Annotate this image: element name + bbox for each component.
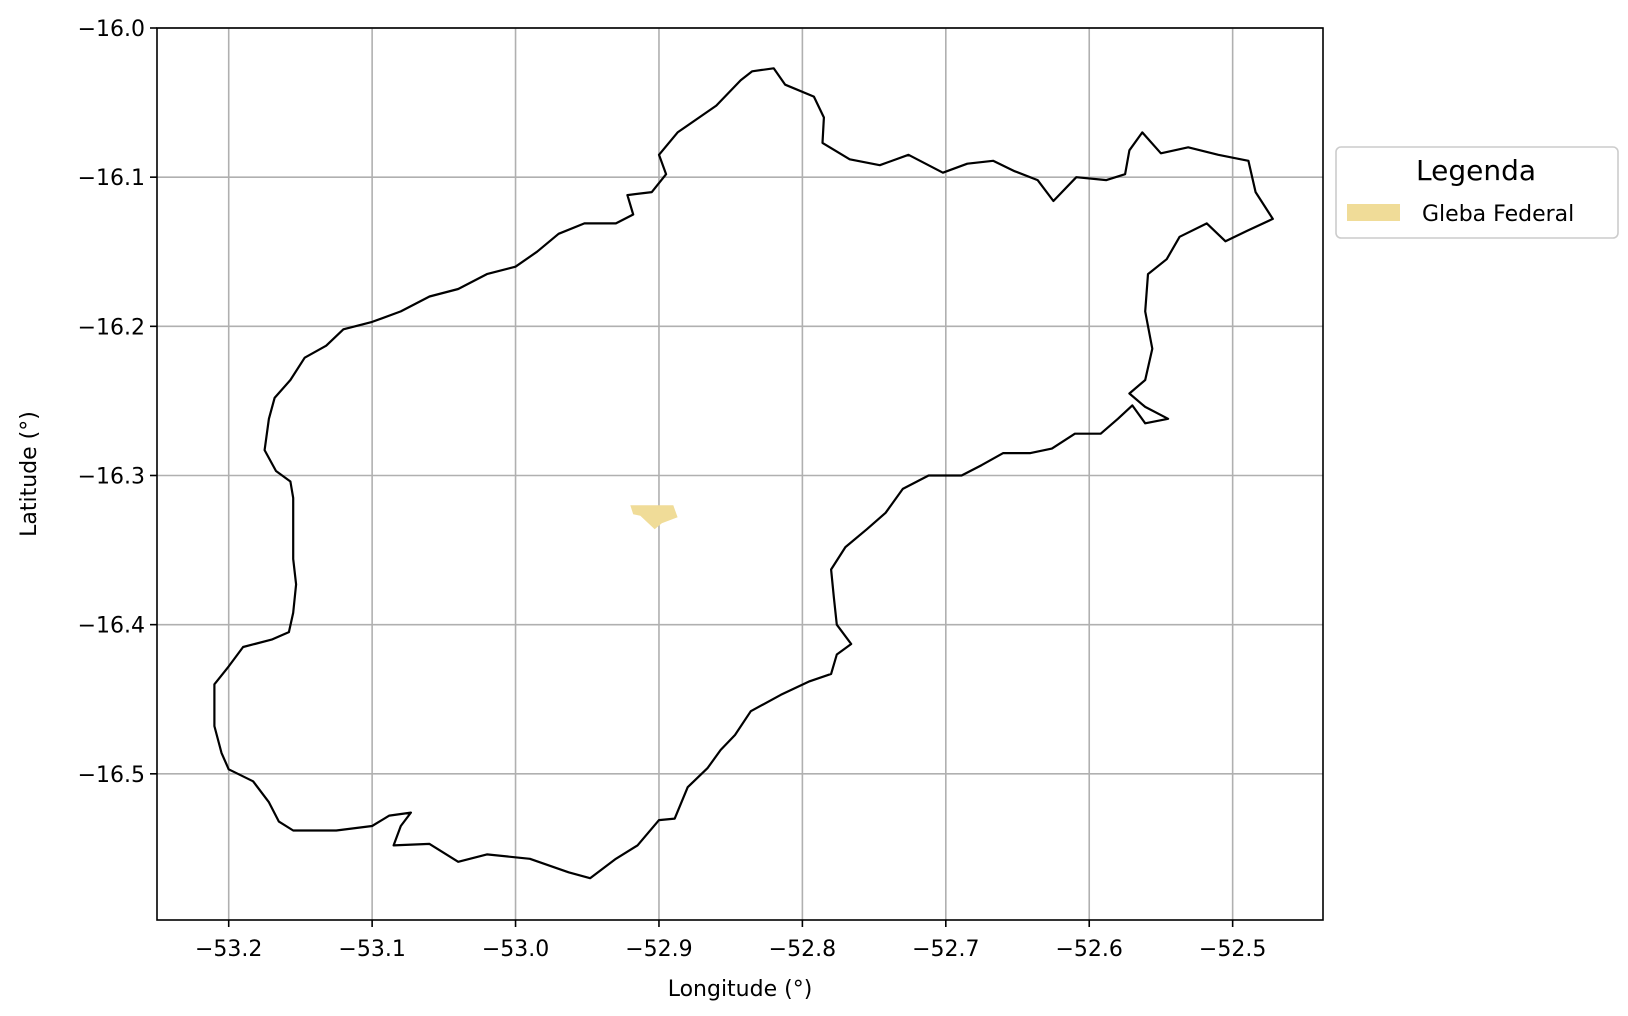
legend-swatch-gleba-federal xyxy=(1347,204,1400,221)
x-tick-label: −53.0 xyxy=(482,937,549,962)
x-axis-ticks: −53.2 −53.1 −53.0 −52.9 −52.8 −52.7 −52.6 −52.5 xyxy=(195,920,1266,962)
municipality-boundary xyxy=(213,67,1274,880)
legend: Legenda Gleba Federal xyxy=(1335,146,1619,239)
y-axis-label: Latitude (°) xyxy=(17,411,42,537)
x-tick-label: −52.7 xyxy=(912,937,979,962)
x-tick-label: −53.2 xyxy=(195,937,262,962)
x-tick-label: −52.5 xyxy=(1199,937,1266,962)
gleba-federal-region xyxy=(630,505,678,530)
x-tick-label: −52.6 xyxy=(1056,937,1123,962)
plot-frame xyxy=(156,27,1324,921)
y-tick-label: −16.5 xyxy=(78,763,145,788)
regions-layer xyxy=(630,505,678,530)
y-tick-label: −16.0 xyxy=(78,17,145,42)
y-axis-ticks: −16.0 −16.1 −16.2 −16.3 −16.4 −16.5 xyxy=(78,17,157,788)
x-tick-label: −52.8 xyxy=(769,937,836,962)
legend-label-gleba-federal: Gleba Federal xyxy=(1422,202,1574,227)
legend-frame xyxy=(1335,146,1619,239)
x-tick-label: −53.1 xyxy=(338,937,405,962)
x-axis-label: Longitude (°) xyxy=(668,977,813,1002)
boundary-layer xyxy=(213,67,1274,880)
x-tick-label: −52.9 xyxy=(625,937,692,962)
y-tick-label: −16.3 xyxy=(78,464,145,489)
y-tick-label: −16.1 xyxy=(78,166,145,191)
y-tick-label: −16.4 xyxy=(78,614,145,639)
legend-title: Legenda xyxy=(1416,154,1536,187)
y-tick-label: −16.2 xyxy=(78,315,145,340)
